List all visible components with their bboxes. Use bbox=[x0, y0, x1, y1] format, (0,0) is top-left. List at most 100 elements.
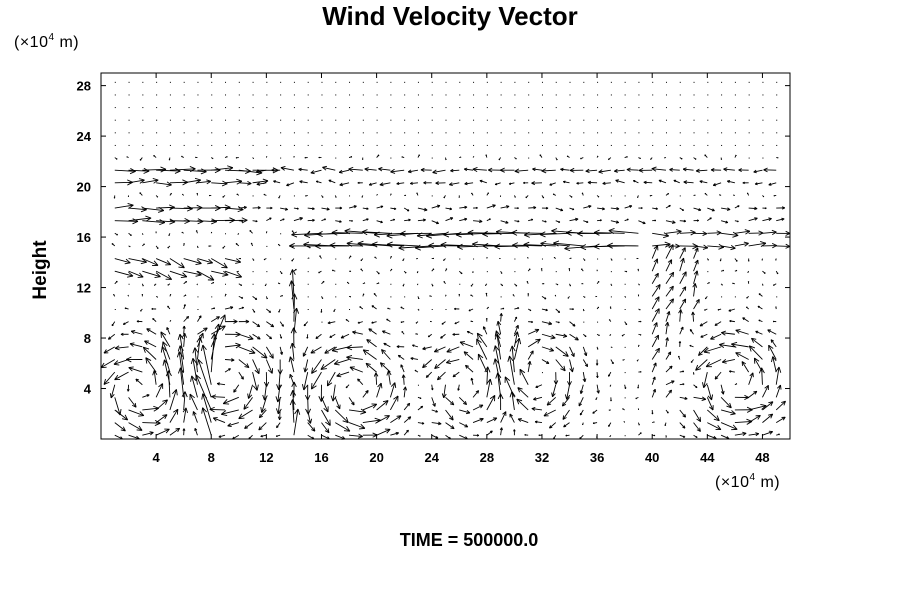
wind-arrow bbox=[719, 344, 735, 348]
wind-arrow-head bbox=[608, 375, 611, 377]
wind-dot bbox=[156, 81, 158, 83]
wind-arrow-head bbox=[294, 408, 299, 415]
wind-arrow-head bbox=[329, 242, 336, 246]
wind-arrow-head bbox=[299, 181, 303, 184]
wind-arrow bbox=[142, 407, 159, 411]
wind-arrow bbox=[403, 429, 409, 436]
wind-dot bbox=[486, 271, 488, 273]
wind-arrow-head bbox=[140, 261, 147, 265]
wind-dot bbox=[321, 119, 323, 121]
wind-arrow bbox=[335, 422, 351, 432]
wind-arrow-head bbox=[459, 341, 464, 346]
wind-arrow-head bbox=[466, 412, 471, 415]
wind-arrow bbox=[114, 258, 131, 264]
wind-arrow-head bbox=[754, 217, 758, 219]
wind-arrow-head bbox=[209, 406, 215, 410]
wind-arrow bbox=[376, 415, 390, 423]
wind-arrow-head bbox=[721, 330, 726, 334]
wind-dot bbox=[638, 119, 640, 121]
wind-dot bbox=[169, 107, 171, 109]
wind-dot bbox=[114, 119, 116, 121]
wind-arrow bbox=[734, 230, 750, 234]
wind-arrow-head bbox=[443, 393, 447, 399]
wind-arrow-head bbox=[523, 182, 526, 185]
wind-arrow bbox=[302, 346, 309, 357]
wind-arrow-head bbox=[280, 166, 286, 169]
wind-dot bbox=[431, 132, 433, 134]
wind-dot bbox=[762, 94, 764, 96]
wind-arrow-head bbox=[695, 364, 699, 371]
x-tick-label: 32 bbox=[535, 450, 549, 465]
wind-dot bbox=[307, 107, 309, 109]
wind-arrow-head bbox=[296, 207, 299, 210]
wind-arrow bbox=[114, 204, 134, 209]
wind-dot bbox=[376, 94, 378, 96]
wind-arrow-head bbox=[531, 182, 536, 186]
wind-arrow bbox=[217, 383, 226, 386]
wind-arrow bbox=[446, 359, 460, 364]
wind-arrow-head bbox=[597, 375, 599, 378]
wind-arrow-head bbox=[768, 401, 774, 404]
wind-arrow-head bbox=[441, 393, 445, 398]
wind-arrow-head bbox=[237, 272, 242, 278]
wind-dot bbox=[156, 94, 158, 96]
wind-arrow-head bbox=[433, 348, 438, 353]
wind-arrow-head bbox=[539, 231, 546, 235]
wind-arrow bbox=[734, 432, 747, 436]
wind-arrow bbox=[128, 397, 137, 408]
wind-arrow-head bbox=[278, 384, 283, 391]
wind-arrow-head bbox=[200, 171, 207, 175]
wind-arrow-head bbox=[103, 381, 110, 385]
wind-dot bbox=[335, 144, 337, 146]
wind-arrow bbox=[772, 356, 777, 373]
wind-arrow-head bbox=[291, 381, 295, 387]
wind-dot bbox=[390, 107, 392, 109]
wind-arrow-head bbox=[113, 360, 119, 365]
wind-arrow bbox=[494, 245, 529, 248]
wind-arrow-head bbox=[374, 417, 381, 421]
wind-arrow bbox=[417, 219, 426, 222]
wind-arrow bbox=[290, 280, 295, 310]
wind-arrow bbox=[348, 397, 355, 406]
wind-arrow-head bbox=[304, 394, 309, 401]
wind-arrow bbox=[243, 397, 253, 410]
wind-dot bbox=[597, 321, 599, 323]
wind-arrow bbox=[224, 359, 235, 361]
wind-arrow bbox=[329, 244, 363, 247]
wind-arrow-head bbox=[584, 378, 587, 382]
wind-arrow-head bbox=[683, 425, 686, 429]
wind-dot bbox=[693, 81, 695, 83]
wind-arrow-head bbox=[608, 227, 615, 231]
wind-arrow-head bbox=[703, 351, 710, 354]
wind-arrow-head bbox=[227, 422, 231, 427]
wind-arrow-head bbox=[386, 243, 393, 248]
wind-arrow-head bbox=[390, 382, 396, 387]
wind-arrow-head bbox=[231, 358, 235, 361]
wind-dot bbox=[528, 132, 530, 134]
wind-arrow bbox=[307, 434, 315, 440]
wind-arrow bbox=[432, 169, 446, 173]
wind-arrow bbox=[376, 428, 391, 436]
wind-arrow-head bbox=[493, 345, 496, 352]
wind-arrow bbox=[153, 370, 157, 385]
wind-arrow bbox=[527, 361, 531, 373]
wind-arrow-head bbox=[339, 206, 343, 209]
wind-arrow-head bbox=[422, 218, 426, 221]
wind-arrow bbox=[365, 362, 377, 373]
wind-arrow bbox=[665, 285, 674, 297]
wind-dot bbox=[225, 144, 227, 146]
wind-arrow bbox=[597, 207, 605, 210]
wind-arrow-head bbox=[304, 234, 311, 239]
wind-arrow-head bbox=[667, 259, 672, 263]
wind-dot bbox=[266, 144, 268, 146]
wind-arrow-head bbox=[365, 390, 369, 393]
wind-arrow-head bbox=[127, 275, 134, 278]
wind-arrow-head bbox=[211, 396, 216, 400]
wind-arrow-head bbox=[227, 165, 234, 169]
wind-dot bbox=[748, 132, 750, 134]
wind-dot bbox=[362, 144, 364, 146]
wind-arrow bbox=[754, 182, 763, 185]
wind-arrow-head bbox=[499, 427, 503, 431]
wind-arrow-head bbox=[466, 410, 471, 414]
wind-arrow bbox=[705, 359, 722, 368]
